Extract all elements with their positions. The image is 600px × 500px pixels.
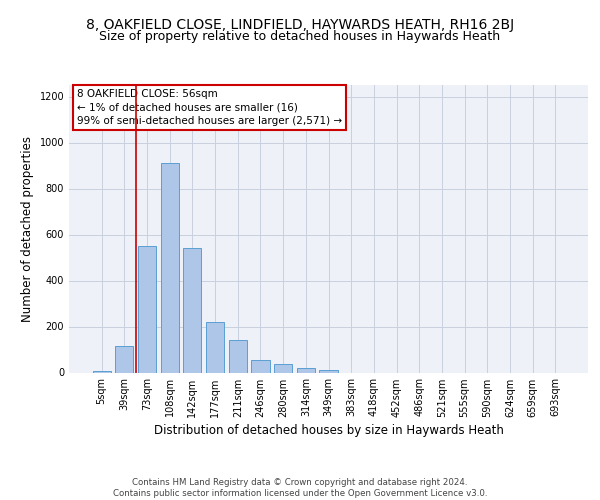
Text: Size of property relative to detached houses in Haywards Heath: Size of property relative to detached ho… xyxy=(100,30,500,43)
Bar xyxy=(229,340,247,372)
Text: 8, OAKFIELD CLOSE, LINDFIELD, HAYWARDS HEATH, RH16 2BJ: 8, OAKFIELD CLOSE, LINDFIELD, HAYWARDS H… xyxy=(86,18,514,32)
Bar xyxy=(319,370,338,372)
Bar xyxy=(184,248,202,372)
Bar xyxy=(251,360,269,372)
Text: 8 OAKFIELD CLOSE: 56sqm
← 1% of detached houses are smaller (16)
99% of semi-det: 8 OAKFIELD CLOSE: 56sqm ← 1% of detached… xyxy=(77,90,342,126)
X-axis label: Distribution of detached houses by size in Haywards Heath: Distribution of detached houses by size … xyxy=(154,424,503,437)
Text: Contains HM Land Registry data © Crown copyright and database right 2024.
Contai: Contains HM Land Registry data © Crown c… xyxy=(113,478,487,498)
Bar xyxy=(297,368,315,372)
Bar xyxy=(115,346,133,372)
Bar xyxy=(206,322,224,372)
Y-axis label: Number of detached properties: Number of detached properties xyxy=(21,136,34,322)
Bar xyxy=(161,163,179,372)
Bar xyxy=(274,364,292,372)
Bar xyxy=(138,246,156,372)
